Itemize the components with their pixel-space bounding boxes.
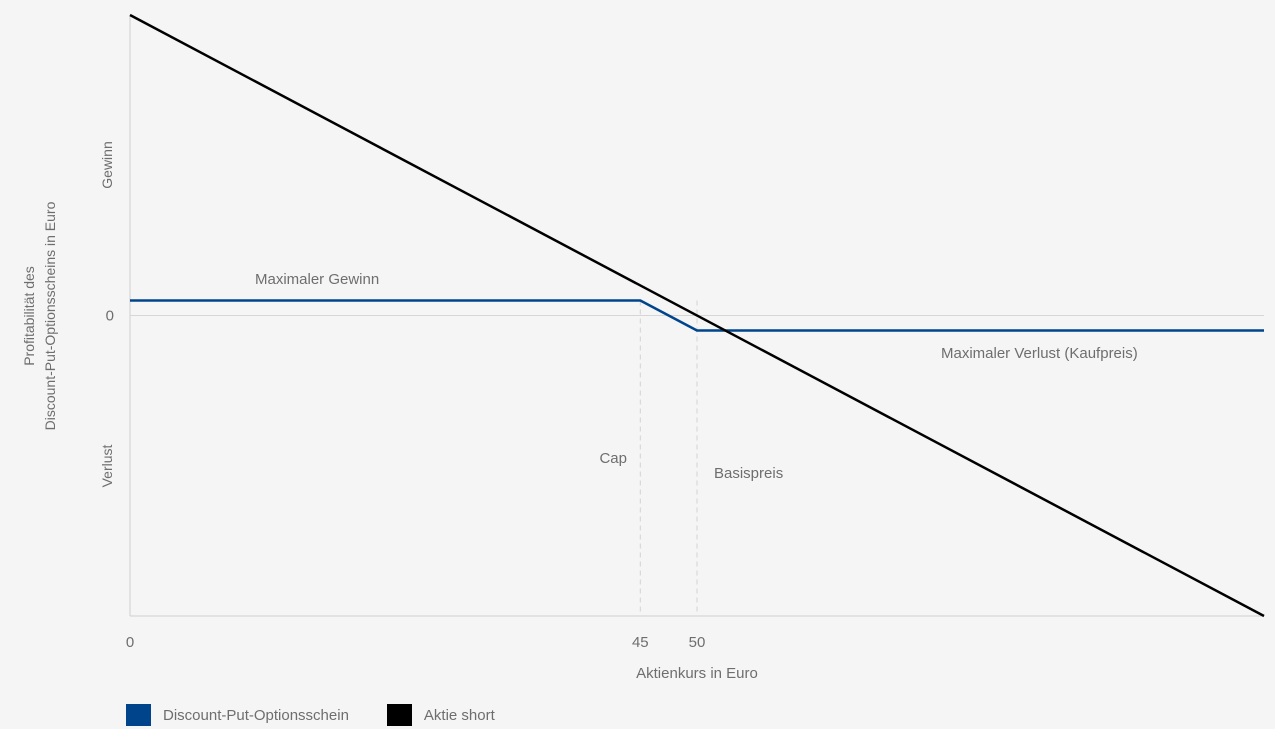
series-line-aktie-short: [129, 13, 1265, 618]
y-region-label-gewinn: Gewinn: [99, 141, 115, 188]
axes: 0 0 45 50: [106, 15, 1264, 651]
y-region-label-verlust: Verlust: [99, 444, 115, 487]
legend-label-discount-put: Discount-Put-Optionsschein: [163, 706, 349, 724]
x-tick-label: 50: [689, 634, 706, 651]
x-tick-label: 0: [126, 634, 134, 651]
y-axis-label-line-2: Discount-Put-Optionsscheins in Euro: [42, 201, 58, 430]
legend-item-discount-put: Discount-Put-Optionsschein: [126, 704, 349, 726]
annotation-maximaler-verlust: Maximaler Verlust (Kaufpreis): [941, 345, 1138, 362]
legend: Discount-Put-Optionsschein Aktie short: [126, 704, 533, 726]
legend-item-aktie-short: Aktie short: [386, 704, 495, 726]
reference-label-basispreis: Basispreis: [714, 465, 783, 482]
y-tick-label: 0: [106, 308, 114, 325]
series-line-discount-put: [130, 299, 1264, 332]
reference-label-cap: Cap: [599, 450, 627, 467]
y-axis-label-line-1: Profitabilität des: [21, 266, 37, 366]
labels-layer: Profitabilität des Discount-Put-Optionss…: [21, 141, 1138, 682]
x-axis-label: Aktienkurs in Euro: [636, 665, 758, 682]
x-tick-label: 45: [632, 634, 649, 651]
legend-label-aktie-short: Aktie short: [423, 706, 495, 724]
series-layer: [129, 13, 1265, 618]
legend-swatch-discount-put: [126, 704, 151, 726]
legend-swatch-aktie-short: [386, 704, 412, 726]
annotation-maximaler-gewinn: Maximaler Gewinn: [255, 271, 379, 288]
